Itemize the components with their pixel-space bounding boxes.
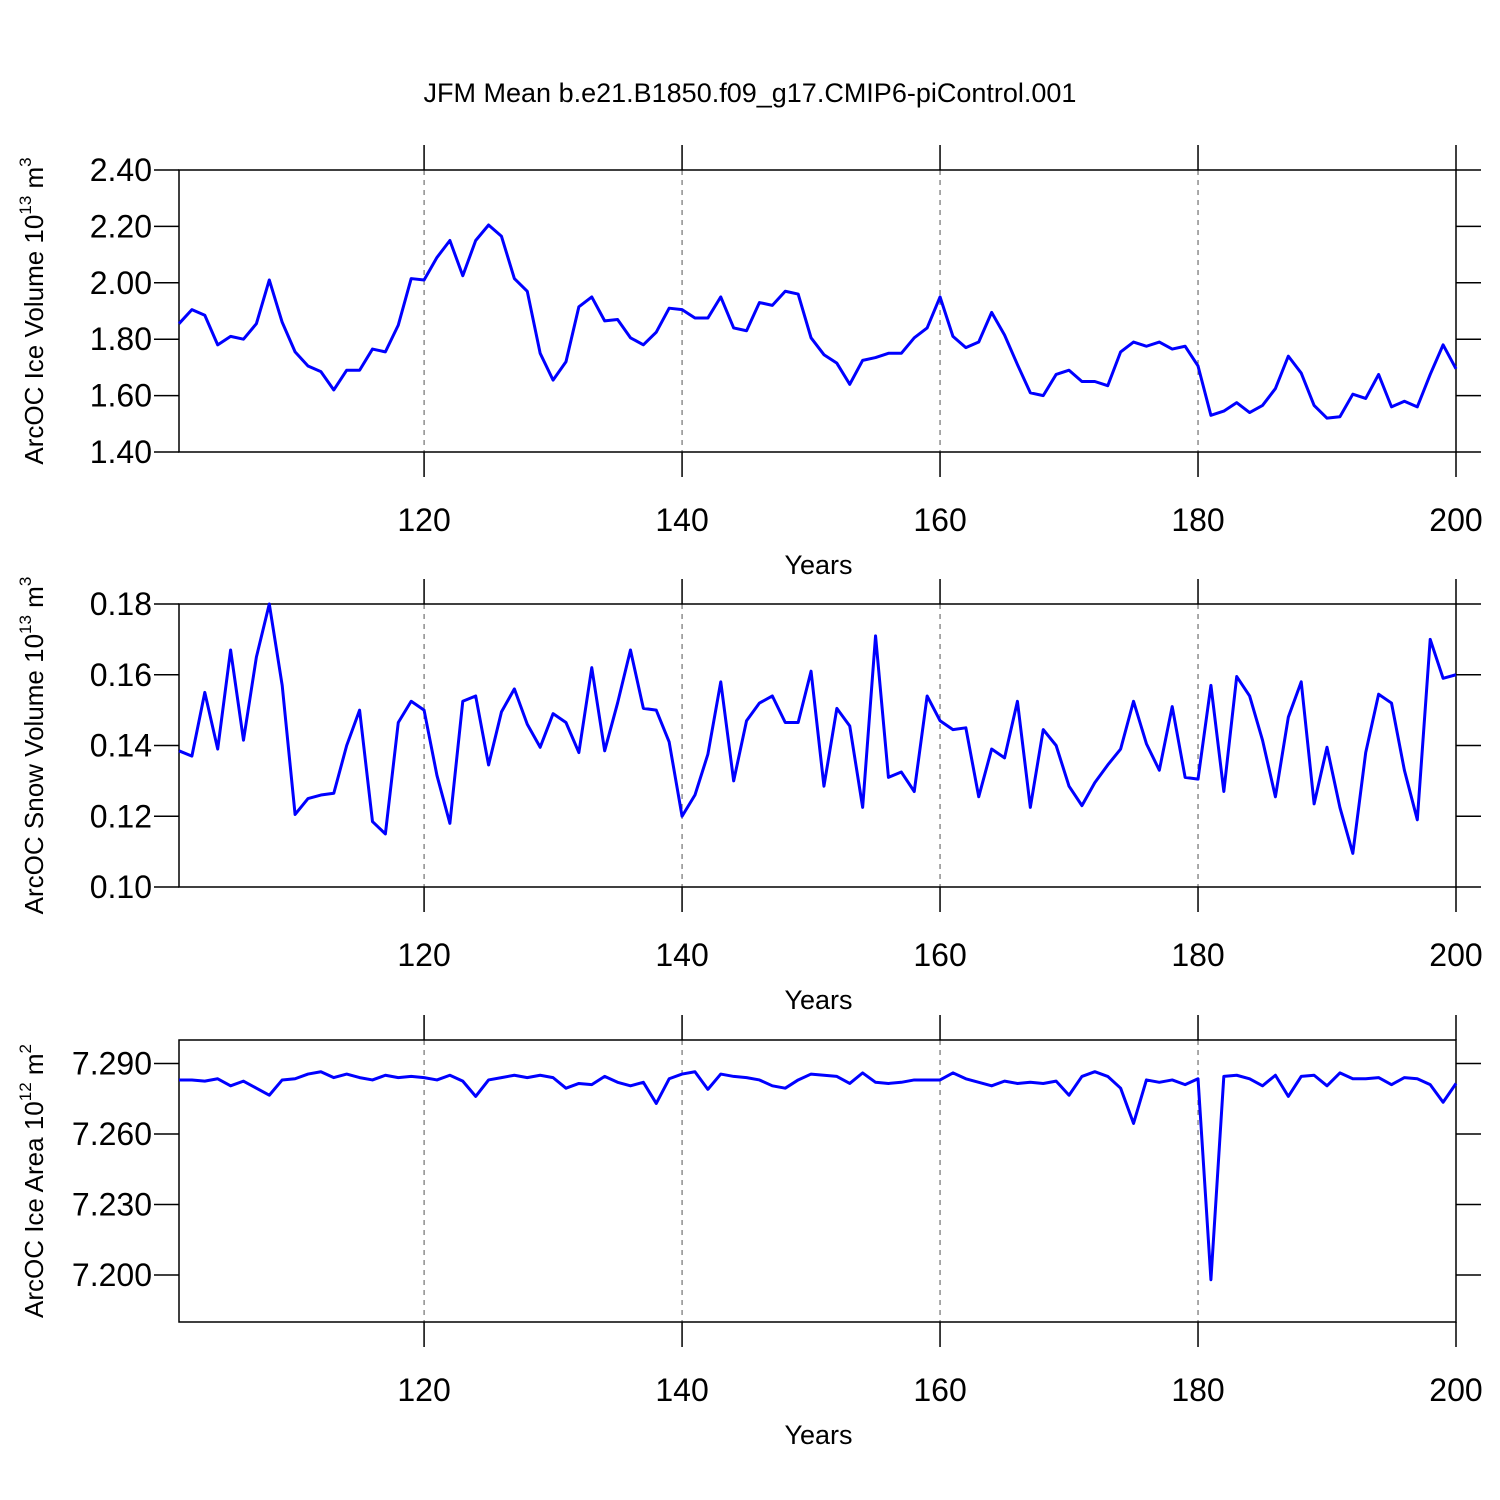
x-tick-label: 160 — [913, 1372, 966, 1408]
y-tick-label: 1.80 — [90, 321, 152, 357]
y-tick-label: 2.20 — [90, 208, 152, 244]
y-tick-label: 7.230 — [72, 1187, 152, 1223]
x-tick-label: 180 — [1171, 1372, 1224, 1408]
y-tick-label: 7.290 — [72, 1046, 152, 1082]
x-tick-label: 120 — [397, 937, 450, 973]
y-tick-label: 7.200 — [72, 1257, 152, 1293]
x-tick-label: 140 — [655, 502, 708, 538]
x-tick-label: 160 — [913, 502, 966, 538]
y-axis-label-part: m — [19, 1053, 49, 1082]
y-axis-label-part: m — [19, 167, 49, 196]
y-tick-label: 0.14 — [90, 728, 152, 764]
y-tick-label: 1.40 — [90, 434, 152, 470]
y-tick-label: 1.60 — [90, 378, 152, 414]
y-axis-label: ArcOC Ice Volume 1013 m3 — [16, 157, 49, 464]
data-line — [178, 602, 1457, 855]
x-tick-label: 120 — [397, 1372, 450, 1408]
y-axis-label-part: 13 — [16, 196, 35, 215]
x-tick-label: 140 — [655, 1372, 708, 1408]
y-tick-label: 0.12 — [90, 798, 152, 834]
y-axis-label-part: ArcOC Ice Area 10 — [19, 1101, 49, 1318]
y-tick-label: 7.260 — [72, 1116, 152, 1152]
y-axis-label-part: 13 — [16, 615, 35, 634]
x-axis-label: Years — [784, 550, 852, 580]
y-tick-label: 0.10 — [90, 869, 152, 905]
plot-frame — [178, 1039, 1457, 1323]
y-axis-label-part: ArcOC Ice Volume 10 — [19, 215, 49, 465]
x-tick-label: 180 — [1171, 937, 1224, 973]
y-axis-label-part: 3 — [16, 577, 35, 586]
x-tick-label: 140 — [655, 937, 708, 973]
x-tick-label: 120 — [397, 502, 450, 538]
y-tick-label: 0.18 — [90, 586, 152, 622]
y-axis-label: ArcOC Ice Area 1012 m2 — [16, 1044, 49, 1318]
y-axis-label-part: 3 — [16, 157, 35, 166]
y-tick-label: 0.16 — [90, 657, 152, 693]
plot-frame — [178, 169, 1457, 453]
y-axis-label-part: ArcOC Snow Volume 10 — [19, 634, 49, 914]
y-axis-label-part: m — [19, 586, 49, 615]
x-tick-label: 180 — [1171, 502, 1224, 538]
x-tick-label: 160 — [913, 937, 966, 973]
x-axis-label: Years — [784, 1420, 852, 1450]
chart-title: JFM Mean b.e21.B1850.f09_g17.CMIP6-piCon… — [424, 78, 1077, 108]
x-tick-label: 200 — [1429, 502, 1482, 538]
x-tick-label: 200 — [1429, 937, 1482, 973]
y-axis-label-part: 2 — [16, 1044, 35, 1053]
x-axis-label: Years — [784, 985, 852, 1015]
data-line — [177, 223, 1458, 420]
plot-frame — [178, 603, 1457, 888]
y-tick-label: 2.00 — [90, 265, 152, 301]
y-axis-label-part: 12 — [16, 1082, 35, 1101]
y-axis-label: ArcOC Snow Volume 1013 m3 — [16, 577, 49, 915]
data-line — [179, 1070, 1458, 1282]
y-tick-label: 2.40 — [90, 152, 152, 188]
x-tick-label: 200 — [1429, 1372, 1482, 1408]
